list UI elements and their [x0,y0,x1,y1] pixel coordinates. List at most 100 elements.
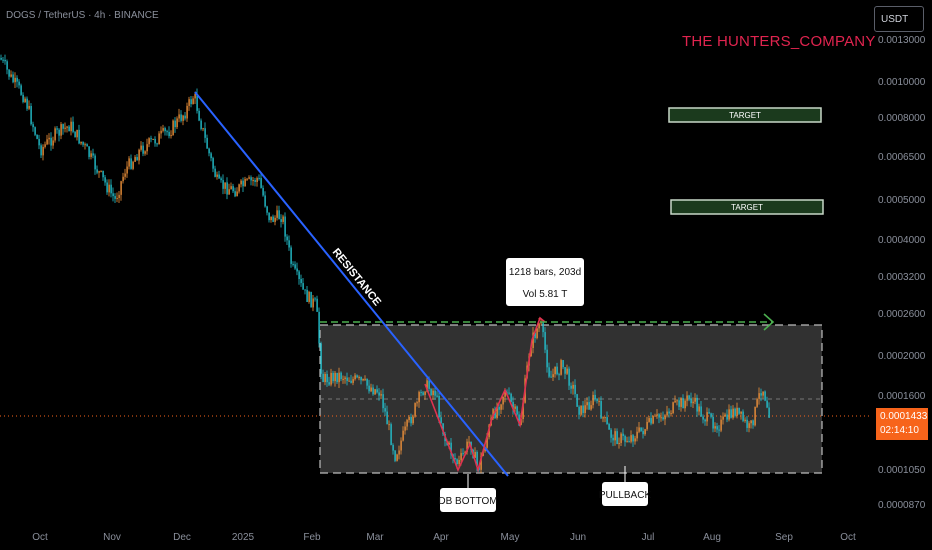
candle-body [176,118,178,128]
candle-body [656,414,658,416]
candle-body [188,99,190,106]
candle-body [412,416,414,424]
candle-body [564,367,566,374]
candle-body [162,128,164,131]
candle-body [298,271,300,280]
candle-body [678,400,680,407]
candle-body [302,283,304,290]
candle-body [672,402,674,414]
candle-body [644,429,646,435]
currency-button[interactable]: USDT [874,6,924,32]
candle-body [6,61,8,70]
candle-body [680,398,682,407]
candle-body [530,348,532,357]
pullback-text: PULLBACK [599,490,652,501]
candle-body [560,360,562,375]
candle-body [572,384,574,389]
candle-body [140,145,142,150]
candle-body [410,417,412,424]
candle-body [74,131,76,138]
candle-body [648,418,650,422]
candle-body [616,431,618,445]
x-tick-label: Oct [840,532,856,543]
candle-body [238,184,240,192]
target-box-1[interactable]: TARGET [668,107,822,123]
candle-body [44,144,46,147]
candle-body [476,451,478,466]
candle-body [178,114,180,119]
candle-body [716,426,718,430]
candle-body [148,138,150,145]
candle-body [330,372,332,385]
candle-body [294,264,296,269]
candle-body [550,376,552,378]
candle-body [254,180,256,182]
candle-body [462,453,464,455]
candle-body [540,322,542,324]
candle-body [484,447,486,452]
target-label: TARGET [731,203,763,212]
candle-body [230,186,232,190]
resistance-line[interactable] [194,91,509,477]
candle-body [438,395,440,418]
candle-body [288,240,290,248]
candle-body [502,396,504,405]
candle-body [758,393,760,399]
candle-body [588,402,590,410]
candle-body [138,149,140,161]
candle-body [624,436,626,442]
candle-body [432,390,434,396]
candle-body [366,378,368,386]
candle-body [196,94,198,111]
candle-body [46,139,48,145]
candle-body [424,391,426,395]
y-tick-label: 0.0002600 [878,309,926,320]
candle-body [442,423,444,434]
candle-body [190,99,192,105]
x-tick-label: Nov [103,532,121,543]
candle-body [18,81,20,86]
candle-body [122,176,124,182]
candle-body [632,435,634,442]
candle-body [64,127,66,129]
candle-body [516,406,518,415]
candle-body [600,401,602,419]
x-axis[interactable]: Oct Nov Dec 2025 Feb Mar Apr May Jun Jul Aug Sep Oct [32,532,856,543]
candle-body [684,400,686,409]
x-tick-label: Sep [775,532,793,543]
y-tick-label: 0.0006500 [878,152,926,163]
candle-body [628,441,630,443]
candle-body [106,182,108,193]
brand-watermark: THE HUNTERS_COMPANY [682,33,876,50]
candle-body [668,411,670,414]
last-price-value: 0.0001433 [880,411,928,422]
candle-body [184,115,186,119]
target-box-2[interactable]: TARGET [670,199,824,215]
candle-body [332,372,334,382]
candle-body [112,193,114,197]
candle-body [598,401,600,403]
candle-body [626,441,628,443]
bar-countdown: 02:14:10 [880,425,919,436]
candle-body [578,406,580,415]
candle-body [214,168,216,177]
candle-body [538,323,540,329]
candle-body [362,378,364,381]
candle-body [726,414,728,420]
candle-body [94,155,96,170]
candle-body [192,98,194,105]
symbol-title[interactable]: DOGS / TetherUS · 4h · BINANCE [6,10,159,21]
candle-body [604,417,606,419]
candle-body [36,134,38,139]
candle-body [650,418,652,424]
candle-body [378,392,380,396]
candle-body [456,459,458,465]
candle-body [68,126,70,132]
candle-body [768,407,770,418]
candle-body [480,455,482,470]
candle-body [374,389,376,395]
candle-body [110,184,112,194]
db-bottom-text: DB BOTTOM [438,496,497,507]
candle-body [72,121,74,132]
